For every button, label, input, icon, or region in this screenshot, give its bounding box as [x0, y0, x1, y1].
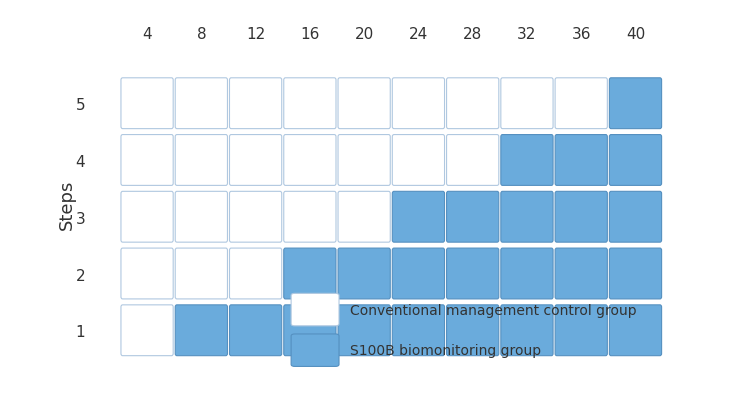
FancyBboxPatch shape: [609, 192, 662, 243]
FancyBboxPatch shape: [555, 249, 607, 299]
FancyBboxPatch shape: [229, 135, 282, 186]
FancyBboxPatch shape: [338, 135, 391, 186]
FancyBboxPatch shape: [501, 249, 553, 299]
FancyBboxPatch shape: [392, 79, 444, 129]
FancyBboxPatch shape: [338, 192, 391, 243]
FancyBboxPatch shape: [284, 249, 336, 299]
FancyBboxPatch shape: [555, 79, 607, 129]
FancyBboxPatch shape: [501, 135, 553, 186]
FancyBboxPatch shape: [291, 294, 339, 326]
FancyBboxPatch shape: [338, 79, 391, 129]
FancyBboxPatch shape: [284, 135, 336, 186]
Text: S100B biomonitoring group: S100B biomonitoring group: [350, 343, 541, 357]
FancyBboxPatch shape: [392, 305, 444, 356]
Y-axis label: Steps: Steps: [58, 179, 76, 230]
FancyBboxPatch shape: [447, 305, 499, 356]
FancyBboxPatch shape: [175, 305, 228, 356]
FancyBboxPatch shape: [555, 135, 607, 186]
FancyBboxPatch shape: [447, 249, 499, 299]
FancyBboxPatch shape: [175, 135, 228, 186]
FancyBboxPatch shape: [501, 192, 553, 243]
FancyBboxPatch shape: [229, 249, 282, 299]
FancyBboxPatch shape: [555, 305, 607, 356]
FancyBboxPatch shape: [338, 305, 391, 356]
FancyBboxPatch shape: [284, 192, 336, 243]
FancyBboxPatch shape: [175, 249, 228, 299]
FancyBboxPatch shape: [609, 249, 662, 299]
FancyBboxPatch shape: [121, 249, 173, 299]
FancyBboxPatch shape: [291, 334, 339, 367]
FancyBboxPatch shape: [501, 305, 553, 356]
FancyBboxPatch shape: [121, 135, 173, 186]
FancyBboxPatch shape: [121, 192, 173, 243]
FancyBboxPatch shape: [392, 192, 444, 243]
FancyBboxPatch shape: [175, 79, 228, 129]
FancyBboxPatch shape: [338, 249, 391, 299]
FancyBboxPatch shape: [501, 79, 553, 129]
FancyBboxPatch shape: [229, 305, 282, 356]
FancyBboxPatch shape: [229, 192, 282, 243]
FancyBboxPatch shape: [447, 192, 499, 243]
FancyBboxPatch shape: [284, 305, 336, 356]
FancyBboxPatch shape: [121, 79, 173, 129]
FancyBboxPatch shape: [447, 135, 499, 186]
FancyBboxPatch shape: [609, 135, 662, 186]
FancyBboxPatch shape: [555, 192, 607, 243]
FancyBboxPatch shape: [609, 79, 662, 129]
Text: Conventional management control group: Conventional management control group: [350, 303, 637, 317]
FancyBboxPatch shape: [447, 79, 499, 129]
FancyBboxPatch shape: [392, 249, 444, 299]
FancyBboxPatch shape: [284, 79, 336, 129]
FancyBboxPatch shape: [609, 305, 662, 356]
FancyBboxPatch shape: [229, 79, 282, 129]
FancyBboxPatch shape: [175, 192, 228, 243]
FancyBboxPatch shape: [392, 135, 444, 186]
FancyBboxPatch shape: [121, 305, 173, 356]
